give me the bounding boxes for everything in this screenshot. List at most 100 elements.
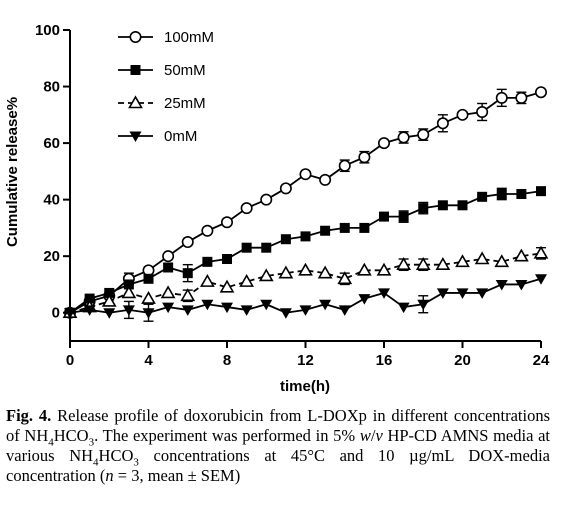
data-point [457, 200, 468, 211]
data-point [104, 287, 115, 298]
series-50mM [65, 186, 546, 318]
legend-item: 100mM [118, 29, 214, 46]
data-point [222, 254, 232, 265]
legend-item: 0mM [118, 128, 197, 145]
data-point [476, 105, 489, 118]
caption-w: w [359, 426, 371, 445]
caption-line4a: 45°C and 10 µg/mL DOX-media concentratio… [6, 446, 550, 485]
data-point [64, 308, 76, 319]
data-point [515, 91, 528, 104]
data-point [280, 234, 291, 245]
data-point [474, 251, 490, 265]
data-point [494, 254, 510, 268]
x-tick-label: 24 [533, 352, 550, 369]
caption-line3b: HCO [98, 446, 134, 465]
data-point [515, 279, 528, 291]
caption-sub: 3 [88, 436, 95, 449]
data-point [378, 288, 390, 299]
data-point [396, 257, 412, 270]
data-point [319, 173, 332, 186]
data-point [299, 305, 312, 316]
data-point [397, 302, 410, 314]
data-point [123, 279, 134, 290]
data-point [241, 242, 252, 253]
caption-line2c: . The experiment was performed in 5% [94, 426, 356, 445]
x-tick-label: 0 [66, 352, 74, 369]
legend-label: 100mM [164, 29, 214, 46]
caption-line2b: HCO [53, 426, 89, 445]
legend-marker [129, 30, 142, 43]
y-axis-title: Cumulative release% [4, 97, 21, 247]
legend-item: 25mM [118, 95, 206, 112]
data-point [415, 257, 431, 270]
data-point [221, 302, 233, 314]
data-point [456, 288, 469, 299]
data-point [240, 305, 253, 316]
data-point [180, 288, 196, 302]
series-line-25mM [69, 252, 542, 314]
data-point [299, 168, 312, 181]
data-point [437, 200, 448, 211]
data-point [317, 265, 333, 279]
x-axis-title: time(h) [280, 378, 330, 395]
caption-line4b: = 3, mean ± SEM) [113, 466, 241, 485]
data-point [533, 245, 549, 259]
data-point [279, 308, 292, 319]
caption-slash: / [370, 426, 376, 445]
y-tick-label: 20 [43, 248, 60, 265]
legend-label: 25mM [164, 95, 206, 112]
data-point [300, 231, 311, 242]
data-point [219, 279, 235, 293]
legend-marker [128, 95, 143, 109]
x-tick-label: 4 [144, 352, 153, 369]
data-point [320, 225, 331, 236]
data-point [278, 265, 294, 279]
figure-caption: Fig. 4. Release profile of doxorubicin f… [6, 406, 550, 486]
data-point [436, 117, 449, 130]
data-point [239, 274, 255, 287]
y-tick-label: 60 [43, 135, 60, 152]
release-profile-chart: 0 20 40 60 80 100 0 4 8 12 16 20 24 100mM 50mM 25mM 0mM… [4, 22, 550, 395]
data-point [535, 274, 547, 285]
data-point [160, 285, 176, 299]
legend-marker [129, 131, 142, 142]
y-tick-label: 0 [52, 305, 60, 322]
series-layer [62, 86, 549, 322]
series-0mM [64, 274, 547, 322]
series-line-50mM [69, 190, 542, 314]
data-point [356, 262, 372, 276]
data-point [122, 305, 135, 316]
x-tick-label: 20 [454, 352, 471, 369]
data-point [496, 188, 507, 199]
data-point [417, 128, 430, 141]
data-point [398, 211, 409, 222]
data-point [181, 305, 194, 316]
data-point [240, 202, 253, 215]
data-point [338, 305, 351, 316]
data-point [358, 294, 371, 305]
data-point [258, 268, 274, 282]
data-point [495, 91, 508, 104]
data-point [141, 290, 156, 304]
data-point [261, 242, 272, 253]
series-25mM [62, 245, 549, 319]
legend: 100mM 50mM 25mM 0mM [118, 29, 214, 145]
data-point [338, 159, 351, 172]
y-tick-label: 100 [35, 22, 60, 39]
series-100mM [64, 86, 547, 319]
data-point [143, 273, 154, 284]
data-point [436, 288, 449, 299]
data-point [181, 236, 194, 249]
data-point [377, 137, 390, 150]
data-point [279, 182, 292, 195]
data-point [495, 279, 508, 291]
data-point [376, 262, 392, 276]
data-point [163, 262, 174, 273]
data-point [202, 256, 213, 267]
data-point [477, 191, 488, 202]
data-point [162, 302, 175, 314]
legend-label: 0mM [164, 128, 197, 145]
x-tick-label: 12 [297, 352, 314, 369]
data-point [418, 203, 429, 214]
data-point [260, 193, 273, 206]
